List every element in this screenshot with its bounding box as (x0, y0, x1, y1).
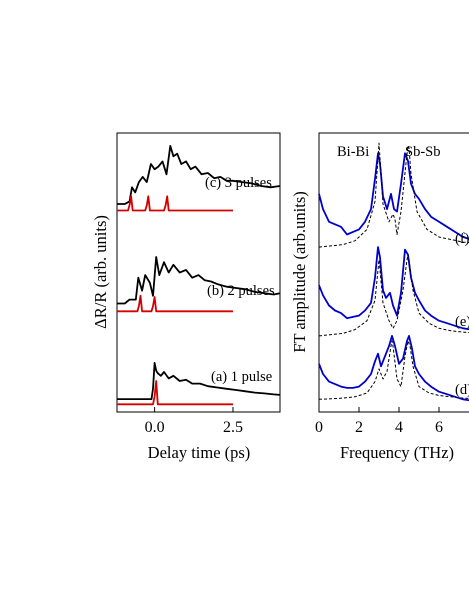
left-series-group (117, 144, 281, 406)
left-panel: 0.0 2.5 (c) 3 pulses (b) 2 pulses (a) 1 p… (91, 132, 281, 462)
right-annotation-d: (d) (455, 382, 469, 398)
right-series-line (318, 334, 469, 402)
right-x-tick-label: 0 (315, 419, 323, 436)
left-x-ticks: 0.0 2.5 (145, 407, 243, 436)
left-series-line (117, 256, 281, 305)
right-x-tick-label: 4 (395, 419, 403, 436)
right-annotation-sbsb: Sb-Sb (405, 144, 440, 160)
left-series-line (117, 144, 281, 205)
right-series-group (318, 142, 469, 402)
left-series-line (117, 294, 233, 313)
right-plot-frame (318, 132, 469, 413)
left-annotation-a: (a) 1 pulse (211, 369, 272, 385)
right-annotation-e: (e) (455, 314, 469, 330)
left-x-tick-label: 2.5 (223, 419, 243, 436)
left-series-line (117, 361, 281, 401)
right-series-line (318, 254, 469, 337)
right-series-line (318, 246, 469, 331)
right-x-tick-label: 2 (355, 419, 363, 436)
right-x-ticks: 0 2 4 6 (315, 407, 443, 436)
left-annotation-c: (c) 3 pulses (205, 175, 272, 191)
right-x-tick-label: 6 (435, 419, 443, 436)
left-plot-frame (116, 132, 281, 413)
right-series-line (318, 340, 469, 400)
right-x-axis-label: Frequency (THz) (340, 443, 454, 462)
right-y-axis-label: FT amplitude (arb.units) (290, 191, 309, 352)
right-annotation-f: (f) (455, 231, 469, 247)
left-series-line (117, 195, 233, 212)
right-panel: 0 2 4 6 Bi-Bi Sb-Sb (f) (e) (d) Frequency (… (290, 132, 469, 462)
left-annotation-b: (b) 2 pulses (207, 283, 275, 299)
left-x-axis-label: Delay time (ps) (148, 443, 251, 462)
left-x-tick-label: 0.0 (145, 419, 165, 436)
right-series-line (318, 142, 469, 248)
left-series-line (117, 380, 233, 406)
right-annotation-bibi: Bi-Bi (337, 144, 369, 160)
right-series-line (318, 152, 469, 240)
left-y-axis-label: ΔR/R (arb. units) (91, 215, 110, 329)
